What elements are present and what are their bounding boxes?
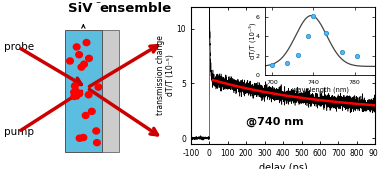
X-axis label: delay (ps): delay (ps) — [259, 163, 307, 169]
Circle shape — [83, 40, 90, 46]
Text: SiV: SiV — [68, 2, 93, 15]
Text: probe: probe — [4, 42, 34, 52]
Bar — [65, 30, 102, 152]
Circle shape — [95, 84, 102, 90]
Circle shape — [86, 55, 92, 62]
Circle shape — [71, 83, 78, 89]
Circle shape — [76, 52, 82, 58]
Circle shape — [71, 89, 77, 95]
Circle shape — [80, 135, 87, 141]
Circle shape — [67, 58, 73, 64]
Circle shape — [81, 61, 87, 67]
Circle shape — [93, 128, 99, 134]
Circle shape — [82, 112, 89, 118]
Text: pump: pump — [4, 127, 34, 137]
Circle shape — [78, 64, 85, 70]
Circle shape — [88, 108, 95, 114]
Bar — [102, 30, 119, 152]
Y-axis label: transmission change
dT/T (10⁻⁵): transmission change dT/T (10⁻⁵) — [156, 35, 175, 115]
Text: @740 nm: @740 nm — [246, 117, 304, 127]
Circle shape — [71, 93, 77, 100]
Text: ⁻: ⁻ — [95, 0, 101, 10]
Circle shape — [76, 91, 83, 97]
Circle shape — [73, 88, 79, 94]
Text: ensemble: ensemble — [99, 2, 171, 15]
Circle shape — [73, 44, 80, 50]
Circle shape — [76, 135, 83, 141]
Circle shape — [94, 140, 100, 146]
Circle shape — [85, 92, 92, 98]
